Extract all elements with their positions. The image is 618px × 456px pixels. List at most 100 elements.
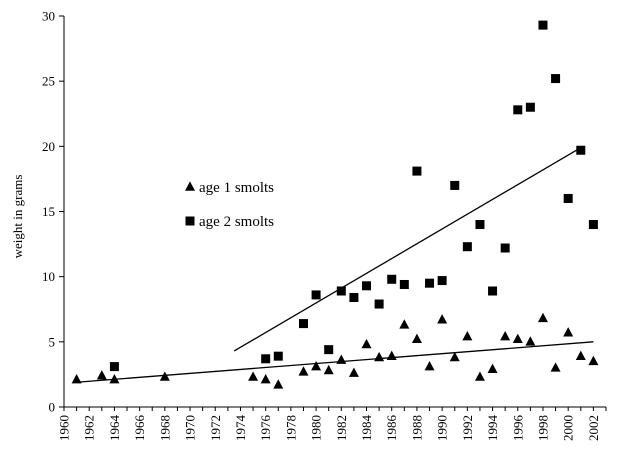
age1-point xyxy=(71,374,82,384)
age1-point xyxy=(411,333,422,344)
x-tick-label: 1978 xyxy=(283,415,298,441)
legend-marker-triangle xyxy=(185,181,195,191)
age1-point xyxy=(323,364,334,375)
x-tick-label: 1974 xyxy=(233,415,248,442)
y-tick-label: 5 xyxy=(49,334,56,349)
age1-point xyxy=(159,371,170,381)
x-tick-label: 1996 xyxy=(510,415,525,442)
age2-point xyxy=(437,276,447,286)
age1-point xyxy=(525,336,536,346)
age2-point xyxy=(513,105,523,115)
y-tick-label: 10 xyxy=(42,269,55,284)
legend-label: age 2 smolts xyxy=(199,214,274,230)
ticks: 0 5 10 15 20 25 30 1960 1962 1964 1966 1968 1970 1972… xyxy=(42,9,607,442)
age1-point xyxy=(399,319,410,329)
y-tick-label: 20 xyxy=(42,139,55,154)
age1-point xyxy=(550,362,561,372)
x-tick-label: 1964 xyxy=(107,415,122,442)
age1-trendline xyxy=(76,341,594,383)
y-tick-label: 30 xyxy=(42,9,55,24)
age2-point xyxy=(412,166,422,176)
age2-point xyxy=(336,286,346,296)
age1-point xyxy=(374,351,385,362)
x-tick-label: 2002 xyxy=(586,415,601,441)
age1-point xyxy=(96,370,107,380)
age2-point xyxy=(425,278,435,288)
age1-point xyxy=(298,366,309,376)
age2-point xyxy=(450,180,460,190)
age1-point xyxy=(537,312,548,323)
age2-point xyxy=(551,74,561,84)
x-tick-label: 1992 xyxy=(460,415,475,441)
age1-point xyxy=(512,333,523,344)
y-tick-label: 0 xyxy=(49,400,56,415)
age1-point xyxy=(474,371,485,381)
x-tick-label: 1994 xyxy=(485,414,500,441)
x-tick-label: 1976 xyxy=(258,415,273,442)
x-tick-label: 2000 xyxy=(561,415,576,441)
age1-point xyxy=(248,371,259,381)
age2-point xyxy=(374,299,384,309)
age1-point xyxy=(336,354,347,364)
age1-point xyxy=(273,379,284,389)
x-tick-label: 1966 xyxy=(132,415,147,442)
age2-point xyxy=(311,290,321,300)
x-tick-label: 1998 xyxy=(535,415,550,441)
trendlines xyxy=(76,147,594,383)
age2-point xyxy=(500,243,510,253)
age2-point xyxy=(261,354,271,364)
x-tick-label: 1990 xyxy=(435,415,450,441)
x-tick-label: 1988 xyxy=(409,415,424,441)
age1-point xyxy=(449,351,460,362)
age2-point xyxy=(563,193,573,203)
age2-point xyxy=(488,286,498,296)
age1-point xyxy=(361,338,372,349)
age1-point xyxy=(575,350,586,360)
age1-point xyxy=(487,363,498,373)
age1-point xyxy=(437,314,448,324)
data-marks xyxy=(71,20,599,389)
age2-point xyxy=(525,102,535,112)
age2-point xyxy=(298,319,308,329)
x-tick-label: 1982 xyxy=(334,415,349,441)
age2-point xyxy=(462,242,472,252)
age2-point xyxy=(349,293,359,303)
x-tick-label: 1986 xyxy=(384,415,399,442)
age1-point xyxy=(109,374,120,384)
age1-point xyxy=(386,350,397,360)
age2-point xyxy=(538,20,548,30)
age1-point xyxy=(500,331,511,341)
age2-point xyxy=(475,220,485,230)
x-tick-label: 1980 xyxy=(309,415,324,441)
age2-point xyxy=(588,220,598,230)
age2-point xyxy=(387,274,397,284)
y-tick-label: 15 xyxy=(42,204,55,219)
age1-point xyxy=(260,374,271,384)
legend: age 1 smolts age 2 smolts xyxy=(185,180,274,230)
y-axis-title: weight in grams xyxy=(10,175,25,259)
age2-trendline xyxy=(233,147,582,352)
x-tick-label: 1960 xyxy=(57,415,72,441)
age1-point xyxy=(588,355,599,366)
age1-point xyxy=(348,367,359,377)
age2-point xyxy=(576,145,586,155)
age2-point xyxy=(362,281,372,291)
x-tick-label: 1984 xyxy=(359,415,374,442)
age2-point xyxy=(109,362,119,372)
age1-point xyxy=(311,361,322,371)
x-tick-label: 1972 xyxy=(208,415,223,441)
x-tick-label: 1962 xyxy=(82,415,97,441)
age2-point xyxy=(273,351,283,361)
age2-point xyxy=(324,345,334,355)
axes xyxy=(63,16,606,408)
age2-point xyxy=(399,279,409,289)
x-tick-label: 1968 xyxy=(157,415,172,441)
age1-point xyxy=(563,327,574,337)
age1-point xyxy=(462,331,473,341)
legend-label: age 1 smolts xyxy=(199,180,274,196)
legend-marker-square xyxy=(185,216,195,226)
age1-point xyxy=(424,361,435,371)
x-tick-label: 1970 xyxy=(183,415,198,441)
